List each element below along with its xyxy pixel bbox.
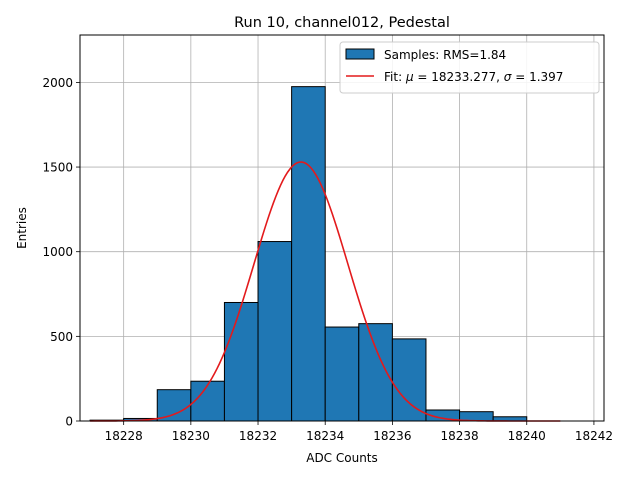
y-tick-label: 1500: [42, 161, 73, 175]
chart-title: Run 10, channel012, Pedestal: [234, 15, 450, 31]
legend-histogram-label: Samples: RMS=1.84: [384, 48, 506, 62]
legend-fit-mu-symbol: μ: [405, 70, 414, 84]
legend-fit-prefix: Fit:: [384, 70, 406, 84]
x-tick-label: 18228: [105, 429, 143, 443]
y-tick-label: 2000: [42, 76, 73, 90]
x-tick-label: 18242: [575, 429, 613, 443]
histogram-bar: [156, 389, 192, 422]
x-axis-label: ADC Counts: [306, 451, 378, 465]
histogram-bar: [223, 301, 259, 422]
legend-fit-sigma-value: = 1.397: [511, 70, 563, 84]
legend-fit-label: Fit: μ = 18233.277, σ = 1.397: [384, 70, 563, 84]
x-tick-label: 18236: [373, 429, 411, 443]
histogram-bar: [324, 326, 360, 422]
histogram-bar: [257, 241, 293, 422]
x-tick-label: 18238: [440, 429, 478, 443]
y-axis-ticks: 0 500 1000 1500 2000: [42, 76, 80, 429]
y-tick-label: 1000: [42, 245, 73, 259]
x-tick-label: 18240: [508, 429, 546, 443]
legend-histogram-swatch: [345, 48, 375, 60]
x-tick-label: 18230: [172, 429, 210, 443]
legend-fit-sigma-symbol: σ: [504, 70, 512, 84]
x-tick-label: 18232: [239, 429, 277, 443]
y-axis-label: Entries: [15, 207, 29, 249]
legend-fit-mu-value: = 18233.277,: [414, 70, 504, 84]
legend: Samples: RMS=1.84 Fit: μ = 18233.277, σ …: [339, 41, 600, 94]
histogram-bar: [291, 86, 326, 422]
legend-frame: [339, 41, 600, 94]
histogram-bar: [190, 380, 225, 422]
plot-frame: [79, 34, 605, 422]
histogram-bar: [459, 411, 494, 422]
x-axis-ticks: 18228 18230 18232 18234 18236 18238 18240 18242: [105, 421, 613, 443]
y-tick-label: 500: [50, 330, 73, 344]
y-tick-label: 0: [65, 415, 73, 429]
histogram-bar: [391, 338, 427, 422]
x-tick-label: 18234: [306, 429, 344, 443]
